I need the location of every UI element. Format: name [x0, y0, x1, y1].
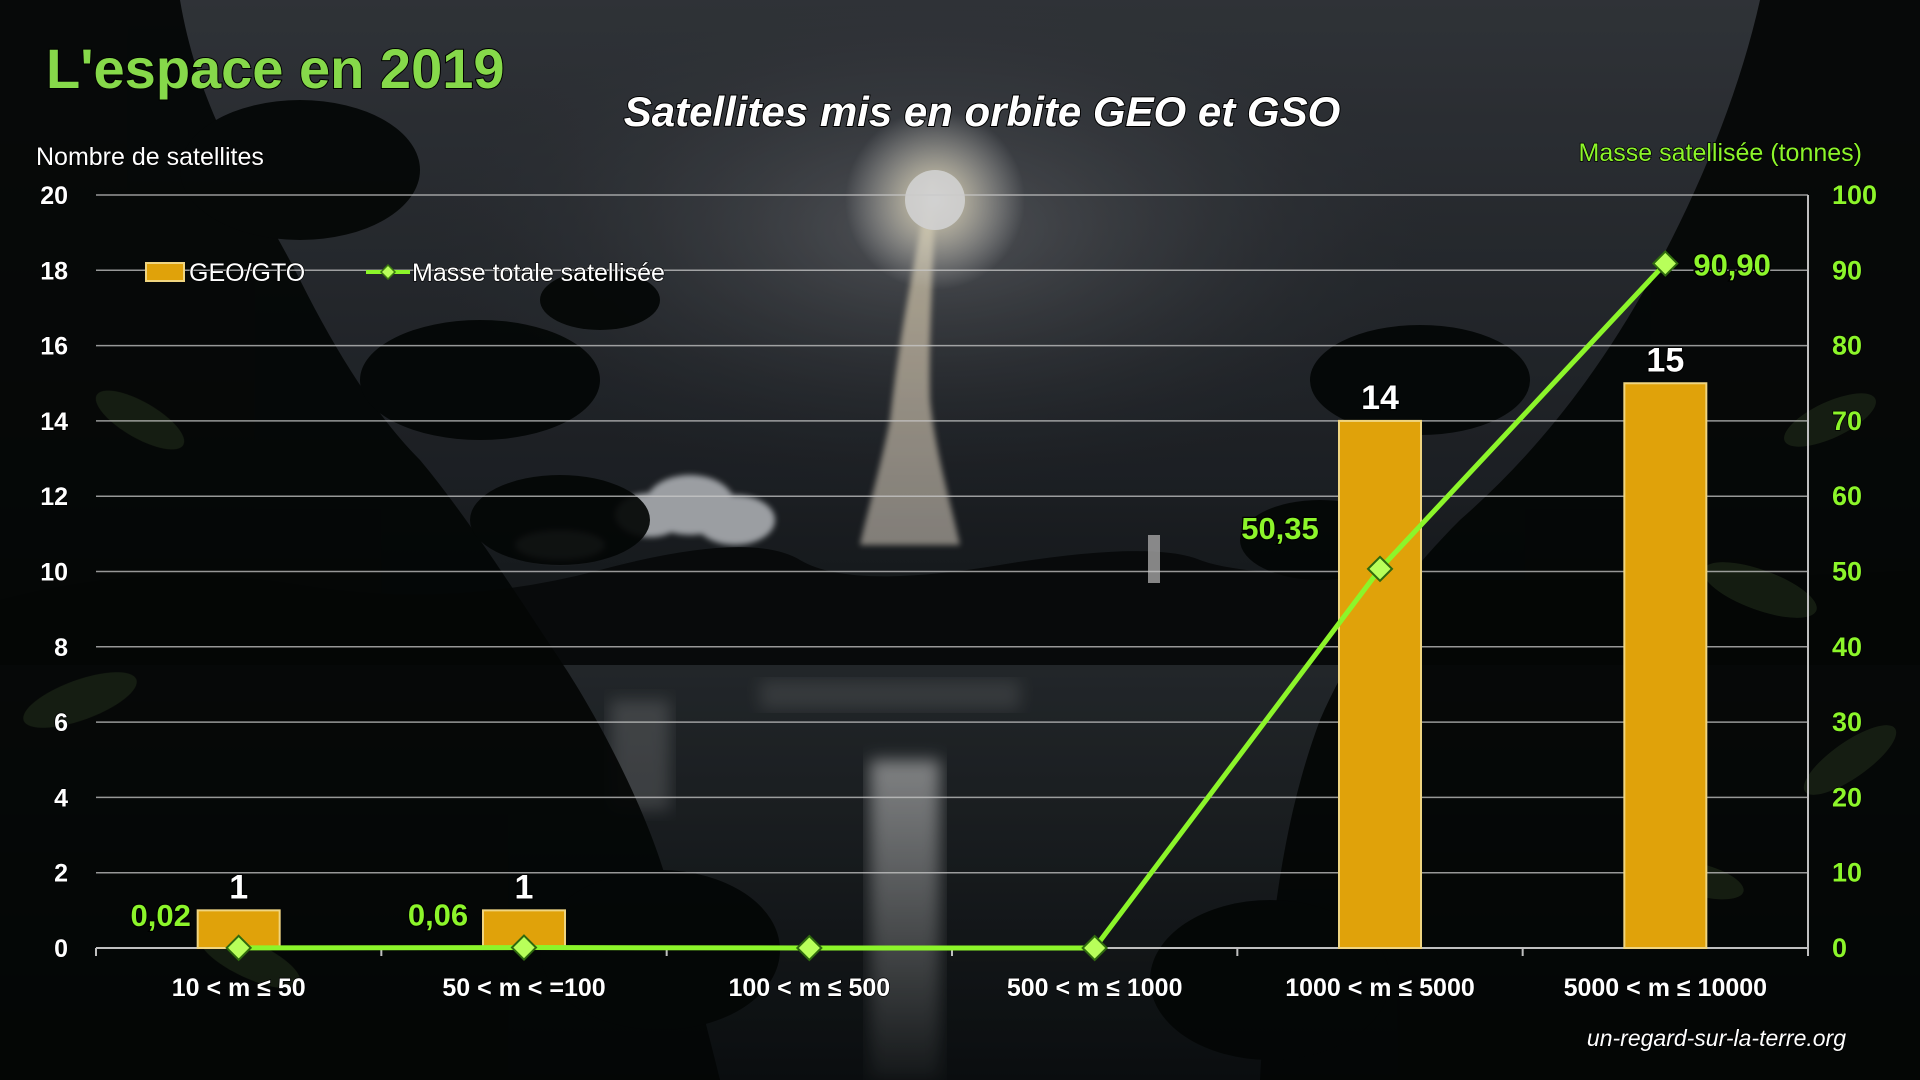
line-point: [1651, 250, 1679, 277]
x-tick-label: 10 < m ≤ 50: [172, 974, 306, 1002]
left-tick-label: 8: [54, 634, 68, 662]
bar-value-label: 15: [1646, 341, 1684, 379]
right-tick-label: 90: [1832, 255, 1862, 285]
left-tick-label: 0: [54, 935, 68, 963]
bar-value-label: 1: [515, 868, 534, 906]
right-tick-label: 10: [1832, 858, 1862, 888]
line-point: [1081, 934, 1109, 962]
left-axis-ticks: 0 2 4 6 8 10 12 14 16 18 20: [39, 181, 68, 964]
left-tick-label: 16: [40, 333, 68, 361]
right-tick-label: 70: [1832, 406, 1862, 436]
line-value-label: 90,90: [1693, 248, 1771, 283]
left-tick-label: 18: [40, 257, 68, 285]
right-tick-label: 60: [1832, 481, 1862, 511]
right-tick-label: 20: [1832, 782, 1862, 812]
line-point: [510, 934, 538, 961]
page-headline: L'espace en 2019: [46, 37, 505, 100]
right-tick-label: 30: [1832, 707, 1862, 737]
legend-swatch-bar: [145, 262, 185, 282]
right-tick-label: 100: [1832, 180, 1877, 210]
footer-credit: un-regard-sur-la-terre.org: [1587, 1025, 1846, 1051]
y-axis-right-label: Masse satellisée (tonnes): [1579, 139, 1862, 167]
bar-value-label: 1: [229, 868, 248, 906]
left-tick-label: 12: [40, 483, 68, 511]
x-tick-label: 1000 < m ≤ 5000: [1285, 974, 1475, 1002]
left-tick-label: 6: [54, 709, 68, 737]
legend-label-line: Masse totale satellisée: [412, 259, 665, 287]
x-tick-label: 100 < m ≤ 500: [728, 974, 890, 1002]
legend-swatch-marker: [379, 263, 397, 281]
left-tick-label: 4: [54, 784, 68, 812]
right-tick-label: 0: [1832, 933, 1847, 963]
bar-value-label: 14: [1361, 379, 1399, 417]
left-tick-label: 10: [40, 559, 68, 587]
data-labels: 1 1 14 15 0,02 0,06 50,35 90,90: [129, 246, 1772, 934]
line-point: [795, 934, 823, 962]
y-axis-left-label: Nombre de satellites: [36, 143, 264, 171]
grid-lines: [96, 194, 1808, 874]
x-axis-ticks: 10 < m ≤ 50 50 < m < =100 100 < m ≤ 500 500…: [171, 973, 1768, 1003]
right-tick-label: 50: [1832, 557, 1862, 587]
legend-label-bar: GEO/GTO: [189, 259, 305, 287]
left-tick-label: 2: [54, 860, 68, 888]
legend: GEO/GTO Masse totale satellisée: [145, 258, 666, 288]
line-value-label: 50,35: [1241, 511, 1319, 546]
line-series: [225, 250, 1679, 962]
line-value-label: 0,06: [408, 898, 468, 933]
line-value-label: 0,02: [130, 898, 190, 933]
mass-line: [238, 261, 1668, 951]
left-tick-label: 14: [40, 408, 68, 436]
chart-title: Satellites mis en orbite GEO et GSO: [624, 88, 1341, 135]
line-point: [225, 934, 253, 962]
right-axis-ticks: 0 10 20 30 40 50 60 70 80 90 100: [1831, 179, 1878, 964]
bar: [1338, 419, 1422, 949]
bar: [1623, 382, 1708, 949]
x-tick-label: 50 < m < =100: [442, 974, 605, 1002]
right-tick-label: 80: [1832, 331, 1862, 361]
right-tick-label: 40: [1832, 632, 1862, 662]
bar-series: [196, 382, 1708, 949]
x-tick-label: 500 < m ≤ 1000: [1007, 974, 1183, 1002]
left-tick-label: 20: [40, 182, 68, 210]
line-point: [1366, 555, 1394, 583]
x-tick-label: 5000 < m ≤ 10000: [1564, 974, 1767, 1002]
